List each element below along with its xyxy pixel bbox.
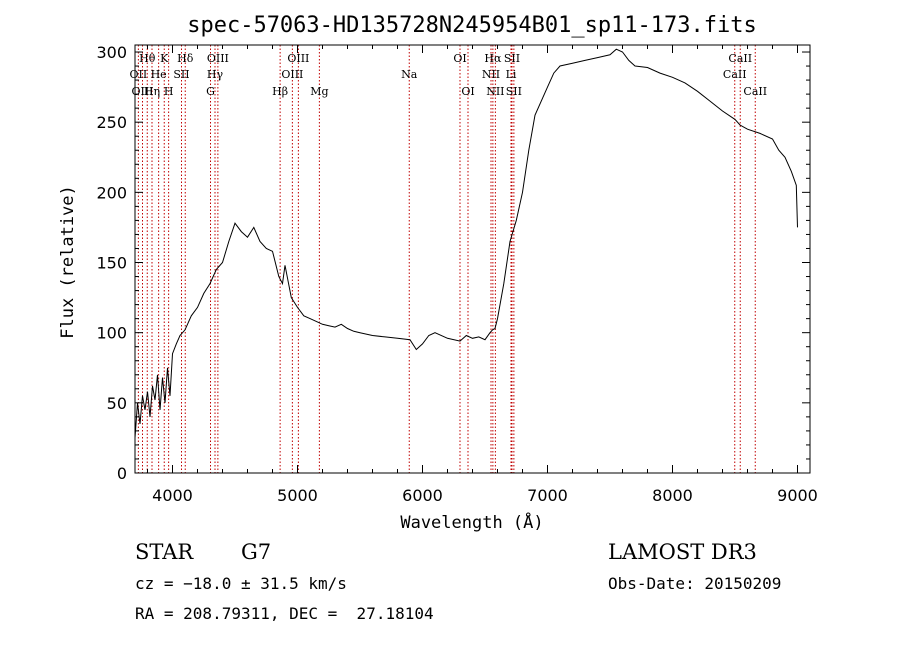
x-tick-label: 9000	[777, 486, 818, 505]
x-axis-label: Wavelength (Å)	[400, 511, 543, 533]
line-label: Hθ	[139, 52, 156, 65]
line-label: OI	[461, 85, 474, 98]
line-label: K	[160, 52, 169, 65]
y-tick-label: 300	[96, 43, 127, 62]
y-tick-label: 0	[117, 464, 127, 483]
line-label: Li	[506, 68, 517, 81]
line-label: He	[151, 68, 167, 81]
coordinates: RA = 208.79311, DEC = 27.18104	[135, 604, 434, 623]
line-label: Na	[401, 68, 418, 81]
line-label: OIII	[207, 52, 229, 65]
y-axis-label: Flux (relative)	[58, 185, 78, 339]
line-label: NII	[486, 85, 504, 98]
line-label: OII	[130, 68, 148, 81]
y-axis: 0 50 100 150 200 250 300	[96, 43, 810, 483]
obs-date: Obs-Date: 20150209	[608, 574, 782, 593]
line-markers	[137, 45, 756, 473]
x-tick-label: 5000	[277, 486, 318, 505]
y-tick-label: 50	[107, 394, 127, 413]
line-label: CaII	[743, 85, 767, 98]
chart-title: spec-57063-HD135728N245954B01_sp11-173.f…	[187, 13, 757, 38]
line-label: SII	[506, 85, 522, 98]
line-label: SII	[504, 52, 520, 65]
spectrum-line	[134, 48, 798, 438]
line-label: Hβ	[272, 85, 288, 98]
y-tick-label: 100	[96, 324, 127, 343]
line-label: NII	[482, 68, 500, 81]
line-label: Hγ	[207, 68, 224, 81]
object-subclass: G7	[241, 540, 272, 564]
x-tick-label: 7000	[527, 486, 568, 505]
x-tick-label: 8000	[652, 486, 693, 505]
line-label: Mg	[310, 85, 328, 98]
y-tick-label: 250	[96, 113, 127, 132]
y-tick-label: 150	[96, 254, 127, 273]
plot-frame	[134, 44, 811, 474]
line-label: SII	[173, 68, 189, 81]
object-class: STAR	[135, 540, 194, 564]
line-label: CaII	[723, 68, 747, 81]
line-label: OIII	[287, 52, 309, 65]
line-label: G	[206, 85, 215, 98]
y-tick-label: 200	[96, 183, 127, 202]
redshift: cz = −18.0 ± 31.5 km/s	[135, 574, 347, 593]
x-tick-label: 4000	[152, 486, 193, 505]
line-label: OIII	[131, 85, 153, 98]
line-label: H	[164, 85, 174, 98]
x-tick-label: 6000	[402, 486, 443, 505]
line-label: Hδ	[177, 52, 194, 65]
line-label: OIII	[281, 68, 303, 81]
line-label: Hη	[144, 85, 160, 98]
line-label: CaII	[728, 52, 752, 65]
x-axis: 4000 5000 6000 7000 8000 9000	[147, 45, 818, 505]
line-label: OI	[453, 52, 466, 65]
line-label: Hα	[484, 52, 502, 65]
survey-name: LAMOST DR3	[608, 540, 757, 564]
